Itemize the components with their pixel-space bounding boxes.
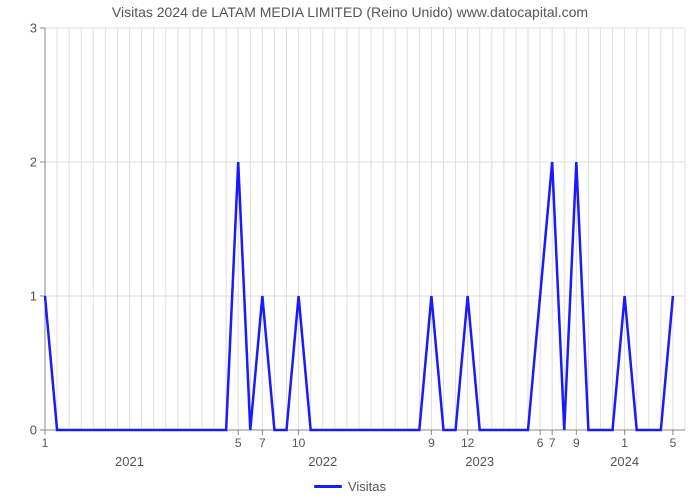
legend-label: Visitas: [348, 479, 386, 494]
x-minor-tick-label: 7: [549, 436, 556, 450]
x-minor-tick-label: 12: [461, 436, 474, 450]
x-minor-tick-label: 1: [621, 436, 628, 450]
x-minor-tick-label: 1: [42, 436, 49, 450]
y-tick-label: 3: [17, 21, 37, 36]
x-minor-tick-label: 6: [537, 436, 544, 450]
x-major-tick-label: 2023: [465, 454, 494, 469]
chart-svg: [45, 28, 685, 430]
x-minor-tick-label: 10: [292, 436, 305, 450]
x-major-tick-label: 2022: [308, 454, 337, 469]
x-minor-tick-label: 7: [259, 436, 266, 450]
legend-swatch: [314, 485, 342, 488]
plot-area: [45, 28, 685, 430]
x-minor-tick-label: 5: [235, 436, 242, 450]
chart-title: Visitas 2024 de LATAM MEDIA LIMITED (Rei…: [0, 4, 700, 20]
x-major-tick-label: 2024: [610, 454, 639, 469]
x-minor-tick-label: 9: [573, 436, 580, 450]
legend: Visitas: [0, 478, 700, 494]
x-minor-tick-label: 5: [670, 436, 677, 450]
y-tick-label: 1: [17, 289, 37, 304]
y-tick-label: 0: [17, 423, 37, 438]
y-tick-label: 2: [17, 155, 37, 170]
x-minor-tick-label: 9: [428, 436, 435, 450]
x-major-tick-label: 2021: [115, 454, 144, 469]
